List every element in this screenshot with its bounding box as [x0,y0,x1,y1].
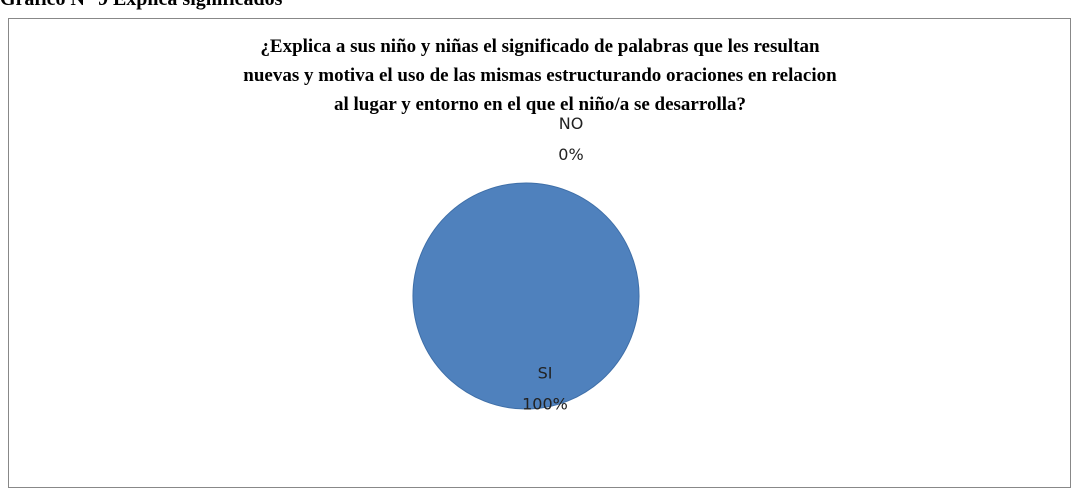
slice-value-label: 0% [558,145,583,164]
chart-title: al lugar y entorno en el que el niño/a s… [334,94,746,115]
slice-value-label: 100% [522,394,568,413]
page-header: Gráfico N° 9 Explica significados [0,0,283,10]
slice-category-label: SI [538,363,553,382]
chart-title: nuevas y motiva el uso de las mismas est… [243,65,837,86]
pie-slice [412,182,640,410]
slice-category-label: NO [559,114,584,133]
chart-title: ¿Explica a sus niño y niñas el significa… [260,36,820,57]
